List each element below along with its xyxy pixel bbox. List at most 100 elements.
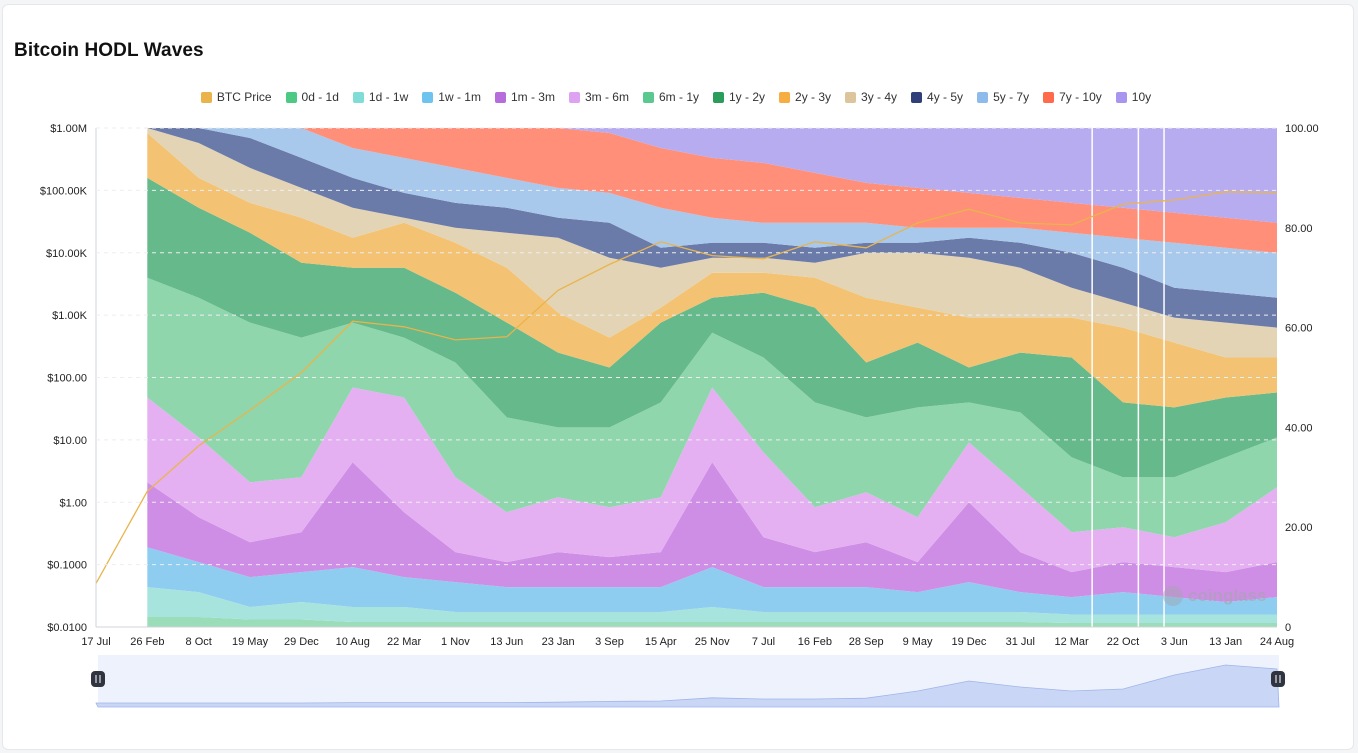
legend-label: 2y - 3y [795,90,832,104]
legend-label: 6m - 1y [658,90,699,104]
chart-legend: BTC Price 0d - 1d 1d - 1w 1w - 1m 1m - 3m 3m … [0,90,1352,104]
legend-swatch [568,91,580,103]
legend-label: 1y - 2y [729,90,766,104]
legend-swatch [200,91,212,103]
price-tick-label: $100.00 [47,373,87,385]
coinglass-logo-icon [1163,586,1183,606]
date-tick-label: 12 Mar [1054,636,1089,648]
legend-label: 1d - 1w [368,90,409,104]
navigator-series [95,664,1280,708]
legend-item-3m-6m[interactable]: 3m - 6m [568,90,629,104]
legend-label: 10y [1131,90,1152,104]
date-tick-label: 9 May [903,636,933,648]
date-tick-label: 7 Jul [752,636,775,648]
navigator-left-handle[interactable] [91,671,105,687]
legend-label: 0d - 1d [301,90,339,104]
range-navigator[interactable] [91,655,1285,708]
band-1y-2y[interactable] [147,177,1277,478]
date-tick-label: 3 Jun [1161,636,1188,648]
handle-body [1271,671,1285,687]
watermark-text: coinglass [1188,586,1267,605]
date-tick-label: 23 Jan [542,636,575,648]
date-tick-label: 16 Feb [798,636,832,648]
legend-item-1m-3m[interactable]: 1m - 3m [494,90,555,104]
legend-item-10y[interactable]: 10y [1115,90,1152,104]
date-tick-label: 10 Aug [336,636,370,648]
date-tick-label: 29 Dec [284,636,319,648]
legend-item-1d-1w[interactable]: 1d - 1w [352,90,409,104]
date-tick-label: 19 May [232,636,269,648]
legend-swatch [422,91,434,103]
legend-swatch [977,91,989,103]
legend-swatch [642,91,654,103]
percent-tick-label: 100.00 [1285,123,1319,135]
percent-tick-label: 60.00 [1285,323,1313,335]
date-tick-label: 31 Jul [1006,636,1035,648]
date-tick-label: 13 Jun [490,636,523,648]
legend-item-0d-1d[interactable]: 0d - 1d [285,90,339,104]
band-10y[interactable] [147,128,1277,223]
legend-label: 1w - 1m [438,90,481,104]
date-tick-label: 25 Nov [695,636,730,648]
date-tick-label: 22 Mar [387,636,422,648]
legend-label: 1m - 3m [510,90,555,104]
percent-tick-label: 40.00 [1285,422,1313,434]
date-tick-label: 26 Feb [130,636,164,648]
date-tick-label: 15 Apr [645,636,677,648]
legend-label: BTC Price [216,90,272,104]
date-tick-label: 3 Sep [595,636,624,648]
legend-swatch [494,91,506,103]
legend-item-1y-2y[interactable]: 1y - 2y [713,90,765,104]
legend-swatch [779,91,791,103]
band-5y-7y[interactable] [147,128,1277,298]
legend-swatch [285,91,297,103]
date-axis: 17 Jul 26 Feb 8 Oct 19 May 29 Dec 10 Aug 22 Ma… [81,626,1294,648]
price-axis: $1.00M $100.00K $10.00K $1.00K $100.00 $10.00… [40,123,1277,634]
price-tick-label: $0.0100 [47,622,87,634]
legend-swatch [911,91,923,103]
band-3m-6m[interactable] [147,387,1277,573]
date-tick-label: 28 Sep [849,636,884,648]
band-3y-4y[interactable] [147,128,1277,358]
legend-label: 3y - 4y [861,90,898,104]
legend-swatch [1115,91,1127,103]
price-tick-label: $1.00M [50,123,87,135]
band-2y-3y[interactable] [147,133,1277,408]
date-tick-label: 22 Oct [1107,636,1139,648]
btc-price-line[interactable] [95,191,1278,584]
legend-label: 4y - 5y [927,90,964,104]
price-tick-label: $1.00K [52,310,88,322]
legend-swatch [845,91,857,103]
price-tick-label: $100.00K [40,185,88,197]
navigator-right-handle[interactable] [1271,671,1285,687]
percent-tick-label: 80.00 [1285,223,1313,235]
legend-label: 3m - 6m [584,90,629,104]
date-tick-label: 13 Jan [1209,636,1242,648]
coinglass-watermark: coinglass [1163,586,1266,606]
legend-label: 5y - 7y [993,90,1030,104]
date-tick-label: 1 Nov [441,636,470,648]
price-tick-label: $10.00 [53,435,87,447]
legend-item-3y-4y[interactable]: 3y - 4y [845,90,897,104]
percent-axis: 100.00 80.00 60.00 40.00 20.00 0 [1285,123,1319,634]
legend-item-btc-price[interactable]: BTC Price [200,90,272,104]
band-1m-3m[interactable] [147,462,1277,602]
legend-item-5y-7y[interactable]: 5y - 7y [977,90,1029,104]
handle-body [91,671,105,687]
legend-item-4y-5y[interactable]: 4y - 5y [911,90,963,104]
date-tick-label: 17 Jul [81,636,110,648]
legend-item-1w-1m[interactable]: 1w - 1m [422,90,481,104]
date-tick-label: 19 Dec [951,636,986,648]
legend-label: 7y - 10y [1059,90,1102,104]
legend-item-6m-1y[interactable]: 6m - 1y [642,90,699,104]
legend-item-2y-3y[interactable]: 2y - 3y [779,90,831,104]
price-tick-label: $0.1000 [47,560,87,572]
legend-item-7y-10y[interactable]: 7y - 10y [1043,90,1102,104]
percent-tick-label: 20.00 [1285,522,1313,534]
band-1w-1m[interactable] [147,547,1277,615]
chart-title: Bitcoin HODL Waves [14,40,204,61]
band-1d-1w[interactable] [147,587,1277,623]
legend-swatch [713,91,724,103]
percent-tick-label: 0 [1285,622,1291,634]
